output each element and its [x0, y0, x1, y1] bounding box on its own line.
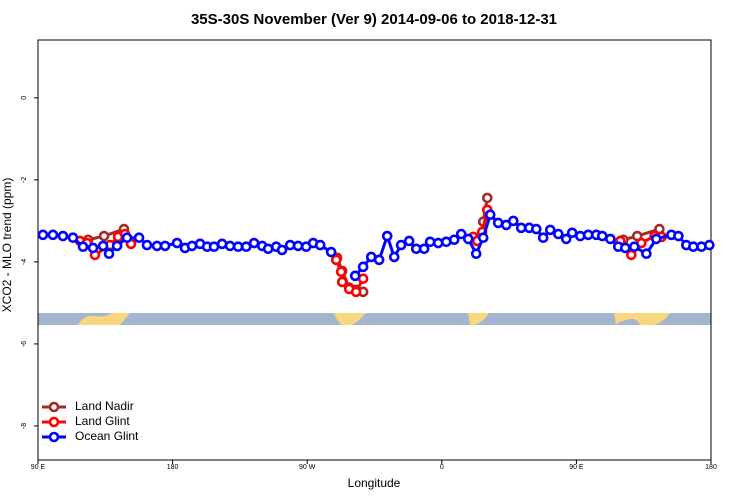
data-point — [47, 229, 59, 241]
y-tick-label: 0 — [21, 96, 28, 100]
data-point — [470, 248, 482, 259]
data-point — [373, 254, 385, 266]
data-point — [336, 276, 348, 288]
land-patch — [78, 313, 130, 325]
data-point — [349, 270, 361, 282]
legend-label: Land Glint — [75, 414, 130, 428]
data-point — [335, 266, 347, 278]
legend-label: Land Nadir — [75, 399, 134, 413]
ocean-strip — [38, 313, 711, 325]
data-point — [133, 232, 145, 243]
data-point — [292, 240, 304, 252]
data-point — [111, 240, 123, 252]
data-point — [462, 233, 474, 245]
data-point — [350, 286, 362, 298]
data-point — [330, 254, 342, 266]
data-point — [620, 242, 631, 254]
legend-marker — [48, 401, 60, 413]
land-patch — [614, 313, 670, 325]
data-point — [403, 235, 415, 247]
data-point — [395, 239, 407, 251]
data-point — [481, 192, 493, 204]
y-tick-label: -4 — [21, 259, 28, 265]
x-tick-label: 90 W — [299, 464, 316, 471]
data-point — [537, 232, 549, 243]
data-point — [628, 241, 640, 253]
data-point — [388, 251, 400, 263]
data-point — [424, 236, 436, 248]
data-point — [357, 261, 369, 273]
land-patch — [334, 313, 366, 325]
x-tick-label: 90 E — [31, 464, 46, 471]
y-tick-label: -2 — [21, 177, 28, 183]
data-point — [531, 223, 542, 235]
data-point — [262, 243, 274, 255]
data-point — [704, 239, 715, 251]
data-point — [448, 234, 460, 246]
land-patch — [468, 313, 489, 325]
data-point — [67, 232, 79, 243]
data-point — [507, 215, 519, 227]
y-tick-label: -6 — [21, 341, 28, 347]
data-point — [605, 233, 616, 245]
x-tick-label: 0 — [440, 464, 444, 471]
data-point — [432, 237, 444, 249]
data-point — [455, 228, 467, 240]
data-point — [381, 230, 393, 242]
x-axis-label: Longitude — [348, 476, 401, 490]
x-tick-label: 90 E — [569, 464, 584, 471]
land-ocean-strip — [38, 313, 711, 325]
legend-marker — [48, 416, 60, 428]
data-point — [314, 239, 326, 251]
data-point — [553, 228, 564, 240]
data-point — [37, 229, 49, 241]
data-point — [240, 241, 252, 253]
data-point — [87, 242, 99, 254]
data-point — [57, 230, 69, 242]
data-point — [121, 232, 133, 243]
legend-marker — [48, 431, 60, 443]
data-point — [224, 240, 236, 252]
data-point — [325, 246, 337, 258]
data-point — [97, 240, 109, 252]
data-point — [159, 240, 171, 252]
chart-title: 35S-30S November (Ver 9) 2014-09-06 to 2… — [191, 11, 557, 28]
y-axis-label: XCO2 - MLO trend (ppm) — [0, 178, 14, 313]
data-point — [276, 244, 288, 256]
data-point — [98, 230, 110, 242]
data-point — [418, 243, 430, 255]
y-tick-label: -8 — [21, 423, 28, 429]
data-point — [641, 248, 652, 259]
x-tick-label: 180 — [167, 464, 179, 471]
data-point — [484, 209, 496, 221]
data-point — [650, 233, 662, 245]
data-point — [673, 230, 684, 242]
data-point — [103, 248, 115, 259]
data-point — [544, 224, 556, 236]
data-point — [77, 241, 89, 253]
data-point — [141, 239, 153, 251]
legend-label: Ocean Glint — [75, 429, 139, 443]
data-point — [171, 237, 183, 249]
data-point — [186, 240, 198, 252]
x-tick-label: 180 — [705, 464, 717, 471]
data-point — [477, 232, 489, 243]
data-point — [560, 233, 572, 245]
data-point — [492, 217, 504, 229]
